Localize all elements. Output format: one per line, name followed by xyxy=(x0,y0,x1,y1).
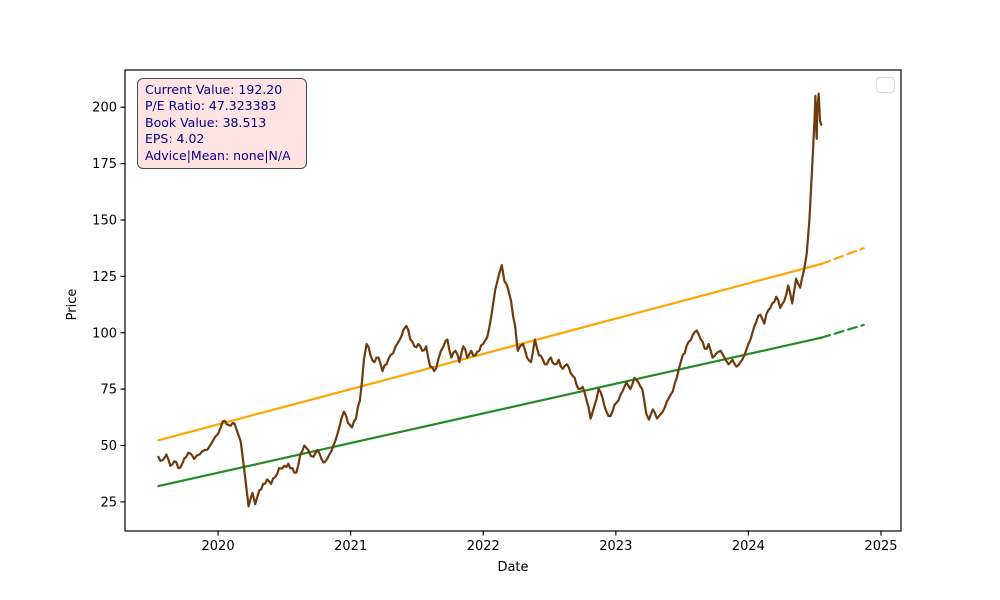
series-upper-trend xyxy=(157,262,823,442)
y-tick-label-175: 175 xyxy=(92,157,117,172)
x-tick-label-2025: 2025 xyxy=(864,539,897,554)
plot-border xyxy=(124,69,902,532)
series-price xyxy=(157,92,823,508)
x-tick-label-2022: 2022 xyxy=(467,539,500,554)
legend-box xyxy=(876,77,895,93)
info-box: Current Value: 192.20 P/E Ratio: 47.3233… xyxy=(137,78,307,170)
y-axis-label: Price xyxy=(65,289,80,321)
x-tick-label-2024: 2024 xyxy=(732,539,765,554)
x-axis-label: Date xyxy=(497,560,528,575)
y-tick-label-125: 125 xyxy=(92,270,117,285)
info-line-pe-ratio: P/E Ratio: 47.323383 xyxy=(145,98,277,114)
y-tick-label-25: 25 xyxy=(100,495,117,510)
series-upper-trend-projection xyxy=(820,247,865,266)
y-tick-label-150: 150 xyxy=(92,213,117,228)
info-line-current-value: Current Value: 192.20 xyxy=(145,82,283,97)
x-tick-label-2021: 2021 xyxy=(334,539,367,554)
info-line-book-value: Book Value: 38.513 xyxy=(145,114,267,130)
info-line-eps: EPS: 4.02 xyxy=(145,131,205,147)
y-tick-label-200: 200 xyxy=(92,101,117,116)
info-line-advice-mean: Advice|Mean: none|N/A xyxy=(145,147,291,163)
y-tick-label-50: 50 xyxy=(100,439,117,454)
series-lower-trend-projection xyxy=(820,323,865,339)
x-tick-label-2020: 2020 xyxy=(202,539,235,554)
series-lower-trend xyxy=(157,336,823,488)
x-tick-label-2023: 2023 xyxy=(599,539,632,554)
y-tick-label-75: 75 xyxy=(100,383,117,398)
y-tick-label-100: 100 xyxy=(92,326,117,341)
